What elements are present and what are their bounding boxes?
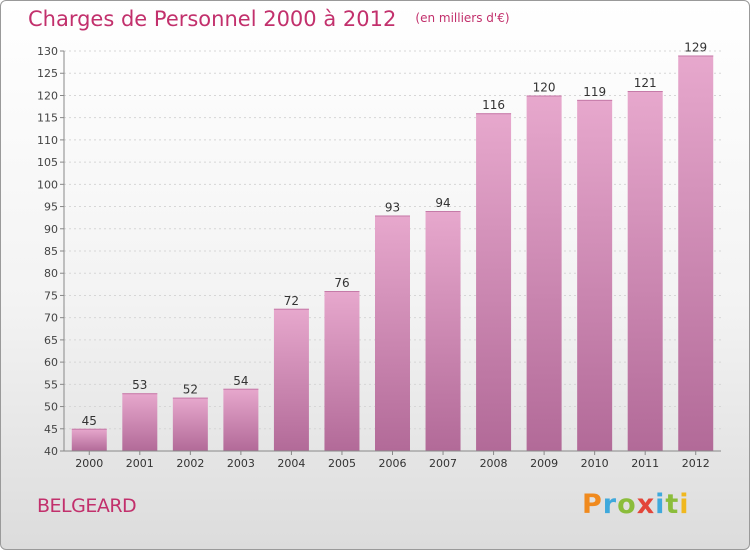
logo-letter: x — [636, 489, 656, 520]
bar-2011 — [627, 91, 663, 451]
y-tick-label: 110 — [37, 134, 58, 147]
proxiti-logo[interactable]: Proxiti — [582, 489, 690, 520]
y-tick-label: 90 — [44, 223, 58, 236]
x-tick-label: 2003 — [227, 457, 255, 470]
data-label: 76 — [334, 276, 349, 290]
y-tick-label: 85 — [44, 245, 58, 258]
data-label: 94 — [435, 196, 450, 210]
data-label: 52 — [183, 383, 198, 397]
bar-2010 — [577, 99, 613, 451]
logo-letter: i — [679, 489, 690, 520]
data-label: 121 — [634, 76, 657, 90]
y-tick-label: 50 — [44, 401, 58, 414]
y-tick-label: 40 — [44, 445, 58, 458]
bar-2001 — [122, 393, 158, 451]
y-tick-label: 125 — [37, 67, 58, 80]
data-label: 54 — [233, 374, 248, 388]
data-label: 119 — [583, 85, 606, 99]
y-tick-label: 130 — [37, 45, 58, 58]
y-tick-label: 115 — [37, 112, 58, 125]
x-tick-label: 2011 — [631, 457, 659, 470]
logo-letter: t — [665, 489, 680, 520]
chart-title: Charges de Personnel 2000 à 2012 — [28, 7, 397, 31]
y-tick-label: 105 — [37, 156, 58, 169]
bar-2009 — [526, 95, 562, 451]
y-tick-label: 80 — [44, 267, 58, 280]
x-tick-label: 2006 — [379, 457, 407, 470]
title-row: Charges de Personnel 2000 à 2012 (en mil… — [28, 7, 510, 31]
x-tick-label: 2007 — [429, 457, 457, 470]
x-tick-label: 2005 — [328, 457, 356, 470]
logo-letter: P — [582, 489, 603, 520]
data-label: 129 — [684, 40, 707, 54]
logo-letter: r — [602, 489, 618, 520]
y-tick-label: 45 — [44, 423, 58, 436]
bar-2004 — [273, 308, 309, 451]
y-tick-label: 75 — [44, 289, 58, 302]
data-label: 120 — [533, 80, 556, 94]
bar-2003 — [223, 388, 259, 451]
data-label: 45 — [82, 414, 97, 428]
data-label: 93 — [385, 200, 400, 214]
chart-subtitle: (en milliers d'€) — [415, 11, 510, 25]
x-tick-label: 2012 — [682, 457, 710, 470]
data-label: 116 — [482, 98, 505, 112]
logo-letter: o — [617, 489, 637, 520]
data-label: 72 — [284, 294, 299, 308]
x-tick-label: 2008 — [480, 457, 508, 470]
bar-2006 — [375, 215, 410, 451]
y-tick-label: 55 — [44, 378, 58, 391]
x-tick-label: 2004 — [277, 457, 305, 470]
bar-2007 — [425, 211, 461, 451]
bar-2000 — [71, 428, 107, 451]
y-tick-label: 120 — [37, 89, 58, 102]
x-tick-label: 2010 — [581, 457, 609, 470]
commune-name: BELGEARD — [37, 495, 137, 517]
bar-2005 — [324, 291, 360, 451]
bar-2008 — [476, 113, 512, 451]
x-tick-label: 2002 — [176, 457, 204, 470]
y-tick-label: 100 — [37, 178, 58, 191]
y-tick-label: 70 — [44, 312, 58, 325]
x-tick-label: 2000 — [75, 457, 103, 470]
bar-2012 — [678, 55, 714, 451]
y-tick-label: 65 — [44, 334, 58, 347]
x-tick-label: 2001 — [126, 457, 154, 470]
bar-2002 — [172, 397, 208, 451]
x-tick-label: 2009 — [530, 457, 558, 470]
y-tick-label: 60 — [44, 356, 58, 369]
y-tick-label: 95 — [44, 201, 58, 214]
logo-letter: i — [655, 489, 666, 520]
data-label: 53 — [132, 378, 147, 392]
